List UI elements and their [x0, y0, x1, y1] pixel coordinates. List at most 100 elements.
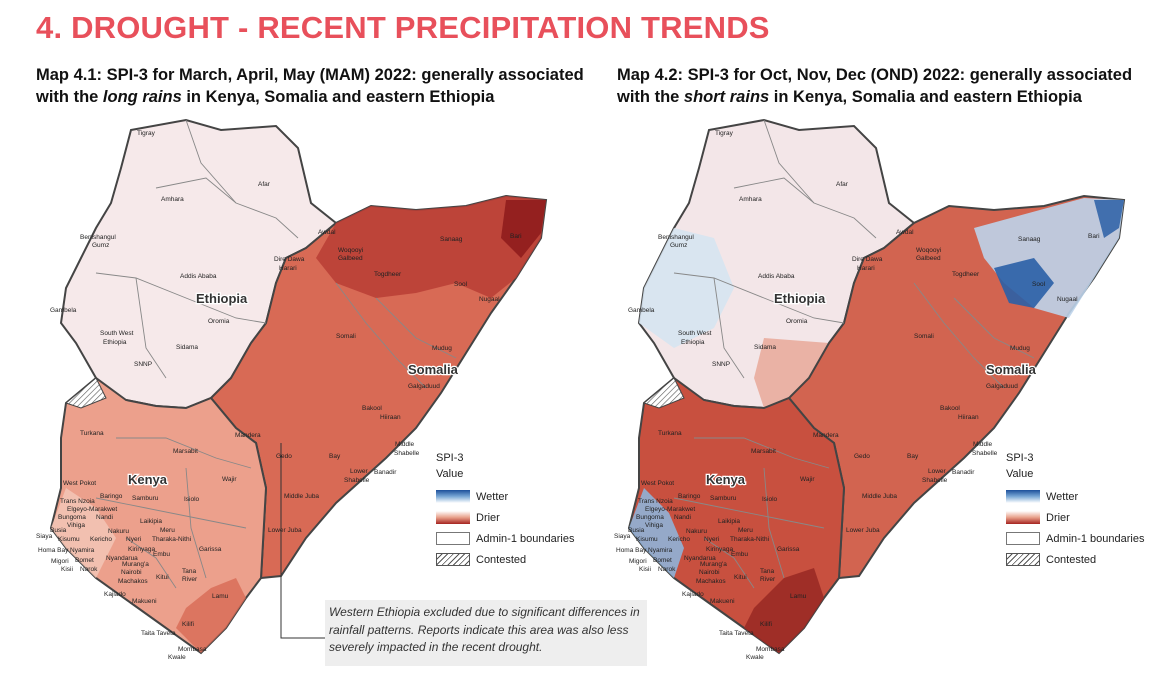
region-label-nairobi: Nairobi — [699, 569, 720, 576]
region-label-amhara: Amhara — [739, 196, 762, 203]
region-label-nyandarua: Nyandarua — [106, 555, 138, 562]
region-label-bomet: Bomet — [75, 557, 94, 564]
region-label-makueni: Makueni — [710, 598, 735, 605]
region-label-muranga: Murang'a — [700, 561, 727, 568]
somalia-label: Somalia — [408, 362, 459, 377]
map2-spi3-ond-2022: Tigray Afar Amhara Benishangul Gumz Addi… — [614, 118, 1126, 661]
region-label-shabelle: Shabelle — [394, 450, 420, 457]
legend-contested: Contested — [436, 549, 574, 570]
region-label-addis: Addis Ababa — [180, 273, 217, 280]
region-label-lower: Lower — [928, 468, 947, 475]
region-label-mandera: Mandera — [235, 432, 261, 439]
region-label-lower-juba: Lower Juba — [846, 527, 880, 534]
region-label-elgeyo: Elgeyo-Marakwet — [67, 506, 117, 513]
map2-legend: SPI-3 Value Wetter Drier Admin-1 boundar… — [1006, 452, 1144, 570]
drier-swatch — [1006, 511, 1040, 524]
region-label-kirinyaga: Kirinyaga — [706, 546, 733, 553]
region-label-mandera: Mandera — [813, 432, 839, 439]
kenya-coast-dry — [176, 578, 246, 653]
region-label-sanaag: Sanaag — [1018, 236, 1041, 243]
legend-title: SPI-3 — [436, 452, 464, 464]
kenya-label: Kenya — [128, 472, 168, 487]
region-label-trans-nzoia: Trans Nzoia — [638, 498, 673, 505]
region-label-marsabit: Marsabit — [751, 448, 776, 455]
region-label-meru: Meru — [160, 527, 175, 534]
region-label-vihiga: Vihiga — [645, 522, 663, 529]
legend-subtitle: Value — [1006, 468, 1034, 480]
map2-title-tail: in Kenya, Somalia and eastern Ethiopia — [769, 88, 1082, 106]
region-label-middle: Middle — [973, 441, 993, 448]
region-label-galgaduud: Galgaduud — [986, 383, 1018, 390]
region-label-embu: Embu — [731, 551, 748, 558]
region-label-taita: Taita Taveta — [719, 630, 754, 637]
map1-legend: SPI-3 Value Wetter Drier Admin-1 boundar… — [436, 452, 574, 570]
region-label-galbeed: Galbeed — [916, 255, 941, 262]
somalia-label: Somalia — [986, 362, 1037, 377]
map2-title: Map 4.2: SPI-3 for Oct, Nov, Dec (OND) 2… — [617, 64, 1157, 108]
contested-area — [64, 377, 107, 409]
region-label-mombasa: Mombasa — [756, 646, 785, 653]
bari-wet-core — [1094, 200, 1124, 238]
region-label-sidama: Sidama — [754, 344, 776, 351]
region-label-bari: Bari — [510, 233, 522, 240]
region-label-somali: Somali — [336, 333, 356, 340]
legend-contested: Contested — [1006, 549, 1144, 570]
region-label-kericho: Kericho — [668, 536, 690, 543]
region-label-kisumu: Kisumu — [636, 536, 658, 543]
region-label-meru: Meru — [738, 527, 753, 534]
region-label-kilifi: Kilifi — [760, 621, 772, 628]
region-label-galgaduud: Galgaduud — [408, 383, 440, 390]
admin-boundaries — [95, 119, 457, 589]
region-label-benishangul: Benishangul — [80, 234, 116, 241]
region-label-west-pokot: West Pokot — [641, 480, 674, 487]
region-label-kericho: Kericho — [90, 536, 112, 543]
map1-title-text: Map 4.1: SPI-3 for March, April, May (MA… — [36, 66, 584, 106]
region-label-kitui: Kitui — [734, 574, 747, 581]
ethiopia-south-dry — [754, 338, 829, 408]
map2-title-emphasis: short rains — [683, 88, 770, 106]
region-label-togdheer: Togdheer — [374, 271, 402, 278]
region-label-kisumu: Kisumu — [58, 536, 80, 543]
region-label-tharaka: Tharaka-Nithi — [152, 536, 191, 543]
admin-swatch — [436, 532, 470, 545]
wetter-swatch — [1006, 490, 1040, 503]
legend-wetter: Wetter — [436, 486, 574, 507]
region-label-afar: Afar — [258, 181, 271, 188]
region-label-bungoma: Bungoma — [58, 514, 86, 521]
region-label-kisii: Kisii — [61, 566, 73, 573]
note-leader — [280, 443, 326, 639]
contested-swatch — [436, 553, 470, 566]
region-label-middle-juba: Middle Juba — [862, 493, 897, 500]
region-label-migori: Migori — [51, 558, 69, 565]
region-label-middle-juba: Middle Juba — [284, 493, 319, 500]
region-label-laikipia: Laikipia — [140, 518, 162, 525]
region-label-hiiraan: Hiiraan — [958, 414, 979, 421]
region-label-lower-shabelle: Shabelle — [344, 477, 370, 484]
region-label-wajir: Wajir — [800, 476, 815, 483]
region-label-togdheer: Togdheer — [952, 271, 980, 278]
region-label-turkana: Turkana — [658, 430, 682, 437]
kenya-label: Kenya — [706, 472, 746, 487]
region-label-kwale: Kwale — [746, 654, 764, 661]
region-label-west-pokot: West Pokot — [63, 480, 96, 487]
region-label-turkana: Turkana — [80, 430, 104, 437]
region-label-snnp: SNNP — [712, 361, 730, 368]
region-label-woqooyi: Woqooyi — [338, 247, 363, 254]
kenya-coast-very-dry — [744, 568, 824, 653]
region-label-gumz: Gumz — [92, 242, 109, 249]
region-label-nandi: Nandi — [96, 514, 113, 521]
region-label-mombasa: Mombasa — [178, 646, 207, 653]
region-label-oromia: Oromia — [208, 318, 230, 325]
region-label-baringo: Baringo — [678, 493, 701, 500]
north-somalia-dry-zone — [316, 196, 546, 298]
region-label-wajir: Wajir — [222, 476, 237, 483]
region-label-garissa: Garissa — [199, 546, 222, 553]
region-label-narok: Narok — [658, 566, 676, 573]
region-label-mudug: Mudug — [432, 345, 452, 352]
region-label-nakuru: Nakuru — [686, 528, 707, 535]
region-label-machakos: Machakos — [696, 578, 726, 585]
map2-title-text: Map 4.2: SPI-3 for Oct, Nov, Dec (OND) 2… — [617, 66, 1133, 106]
region-label-sool: Sool — [454, 281, 468, 288]
legend-drier: Drier — [436, 507, 574, 528]
region-label-narok: Narok — [80, 566, 98, 573]
